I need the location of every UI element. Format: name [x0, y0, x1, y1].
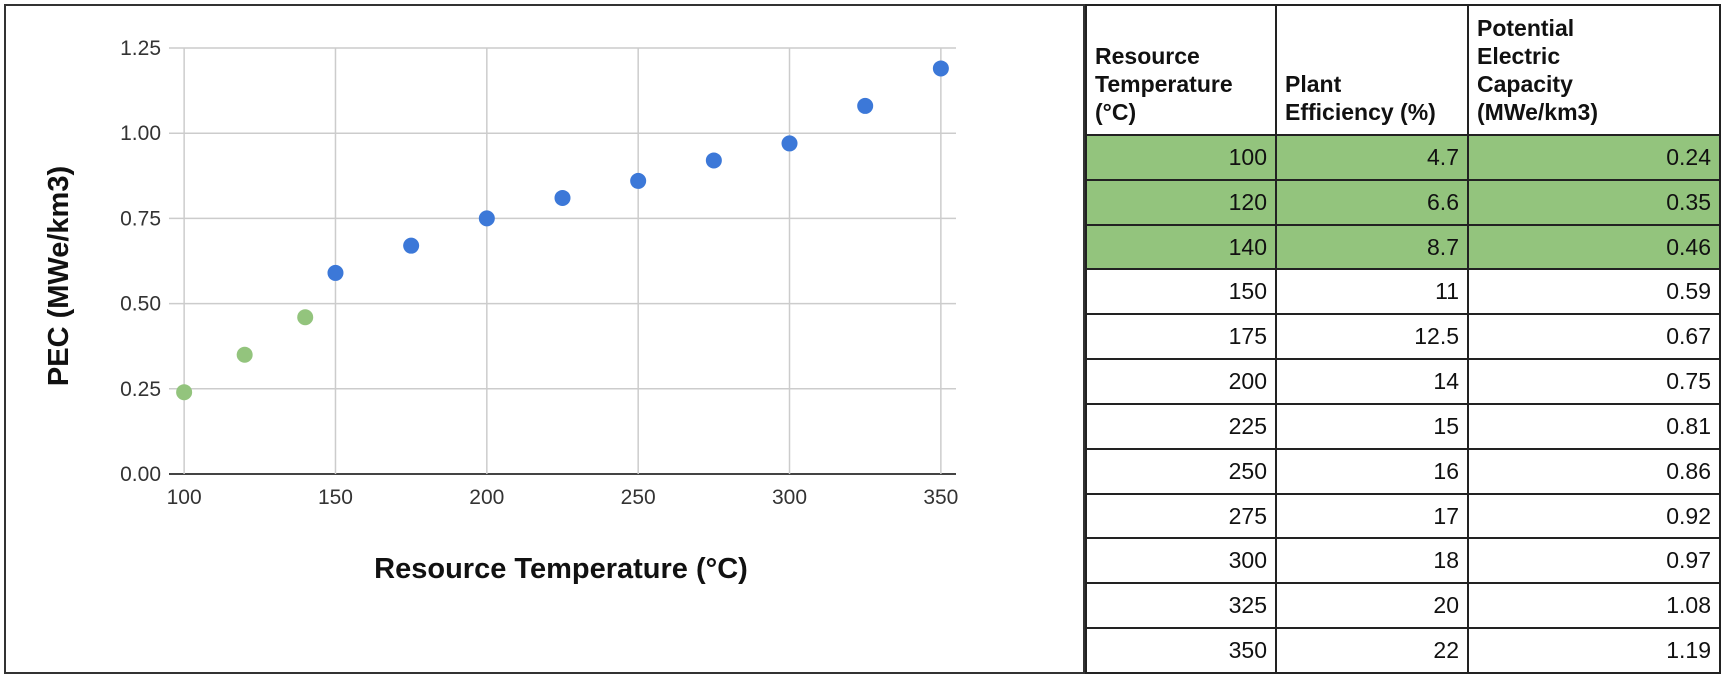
grid-layer	[169, 47, 956, 475]
x-tick-label: 300	[772, 486, 807, 509]
cell-capacity: 1.08	[1467, 582, 1721, 630]
y-tick-label: 0.75	[120, 207, 161, 230]
scatter-chart-panel: 0.00 0.25 0.50 0.75 1.00 1.25 100 150 200 250 300…	[4, 4, 1085, 674]
cell-capacity: 0.67	[1467, 313, 1721, 361]
table-row: 350 22 1.19	[1085, 627, 1721, 674]
table-row: 300 18 0.97	[1085, 537, 1721, 585]
cell-efficiency: 14	[1275, 358, 1469, 405]
data-points	[176, 60, 949, 401]
header-line: Resource	[1095, 43, 1200, 69]
cell-capacity: 0.75	[1467, 358, 1721, 405]
data-point	[297, 309, 314, 326]
cell-efficiency: 15	[1275, 402, 1469, 450]
cell-temperature: 325	[1085, 582, 1277, 630]
data-point	[554, 189, 571, 206]
header-line: Temperature	[1095, 71, 1233, 97]
y-axis-title: PEC (MWe/km3)	[43, 166, 75, 386]
cell-efficiency: 18	[1275, 537, 1469, 585]
cell-temperature: 175	[1085, 313, 1277, 361]
cell-capacity: 0.86	[1467, 447, 1721, 495]
table-row: 100 4.7 0.24	[1085, 134, 1721, 181]
x-tick-labels: 100 150 200 250 300 350	[167, 486, 959, 509]
y-tick-label: 1.00	[120, 122, 161, 145]
scatter-chart: 0.00 0.25 0.50 0.75 1.00 1.25 100 150 200 250 300…	[43, 37, 959, 585]
data-point	[857, 97, 874, 114]
cell-temperature: 350	[1085, 627, 1277, 674]
data-point	[327, 264, 344, 281]
cell-temperature: 200	[1085, 358, 1277, 405]
cell-capacity: 0.46	[1467, 223, 1721, 271]
y-tick-labels: 0.00 0.25 0.50 0.75 1.00 1.25	[120, 37, 161, 486]
data-table: Resource Temperature (°C) Plant Efficiency …	[1085, 4, 1721, 674]
header-line: (°C)	[1095, 99, 1137, 125]
cell-efficiency: 12.5	[1275, 313, 1469, 361]
table-row: 200 14 0.75	[1085, 358, 1721, 405]
y-tick-label: 0.50	[120, 293, 161, 316]
y-tick-label: 0.00	[120, 463, 161, 486]
y-tick-label: 0.25	[120, 378, 161, 401]
cell-temperature: 250	[1085, 447, 1277, 495]
table-row: 120 6.6 0.35	[1085, 178, 1721, 226]
data-point	[478, 210, 495, 227]
data-point	[236, 346, 253, 363]
x-tick-label: 100	[167, 486, 202, 509]
table-row: 225 15 0.81	[1085, 402, 1721, 450]
x-tick-label: 200	[469, 486, 504, 509]
header-line: Efficiency (%)	[1285, 99, 1436, 125]
data-point	[932, 60, 949, 77]
cell-efficiency: 20	[1275, 582, 1469, 630]
data-point	[630, 172, 647, 189]
cell-temperature: 140	[1085, 223, 1277, 271]
cell-efficiency: 17	[1275, 492, 1469, 540]
cell-capacity: 1.19	[1467, 627, 1721, 674]
table-header-row: Resource Temperature (°C) Plant Efficiency …	[1085, 4, 1721, 136]
data-point	[781, 135, 798, 152]
table-row: 325 20 1.08	[1085, 582, 1721, 630]
header-potential-electric-capacity: Potential Electric Capacity (MWe/km3)	[1467, 4, 1721, 136]
cell-temperature: 150	[1085, 268, 1277, 316]
table-row: 250 16 0.86	[1085, 447, 1721, 495]
cell-efficiency: 16	[1275, 447, 1469, 495]
header-line: Electric	[1477, 43, 1561, 69]
header-line: Capacity	[1477, 71, 1573, 97]
cell-temperature: 100	[1085, 134, 1277, 181]
data-table-panel: Resource Temperature (°C) Plant Efficiency …	[1085, 4, 1721, 674]
header-line: (MWe/km3)	[1477, 99, 1598, 125]
cell-efficiency: 8.7	[1275, 223, 1469, 271]
data-point	[705, 152, 722, 169]
cell-capacity: 0.35	[1467, 178, 1721, 226]
cell-temperature: 275	[1085, 492, 1277, 540]
header-resource-temperature: Resource Temperature (°C)	[1085, 4, 1277, 136]
cell-capacity: 0.97	[1467, 537, 1721, 585]
table-body: 100 4.7 0.24 120 6.6 0.35 140 8.7 0.46 150 11 0.59 1…	[1085, 134, 1721, 674]
cell-temperature: 225	[1085, 402, 1277, 450]
data-point	[176, 384, 193, 401]
cell-efficiency: 6.6	[1275, 178, 1469, 226]
header-line: Plant	[1285, 71, 1342, 97]
cell-temperature: 300	[1085, 537, 1277, 585]
x-tick-label: 250	[621, 486, 656, 509]
cell-capacity: 0.81	[1467, 402, 1721, 450]
cell-temperature: 120	[1085, 178, 1277, 226]
cell-efficiency: 11	[1275, 268, 1469, 316]
table-row: 140 8.7 0.46	[1085, 223, 1721, 271]
header-plant-efficiency: Plant Efficiency (%)	[1275, 4, 1469, 136]
y-tick-label: 1.25	[120, 37, 161, 60]
cell-efficiency: 22	[1275, 627, 1469, 674]
x-axis-title: Resource Temperature (°C)	[374, 553, 748, 585]
table-row: 150 11 0.59	[1085, 268, 1721, 316]
header-line: Potential	[1477, 15, 1575, 41]
data-point	[403, 237, 420, 254]
x-tick-label: 350	[923, 486, 958, 509]
table-row: 175 12.5 0.67	[1085, 313, 1721, 361]
cell-capacity: 0.24	[1467, 134, 1721, 181]
table-row: 275 17 0.92	[1085, 492, 1721, 540]
cell-efficiency: 4.7	[1275, 134, 1469, 181]
x-tick-label: 150	[318, 486, 353, 509]
cell-capacity: 0.59	[1467, 268, 1721, 316]
cell-capacity: 0.92	[1467, 492, 1721, 540]
